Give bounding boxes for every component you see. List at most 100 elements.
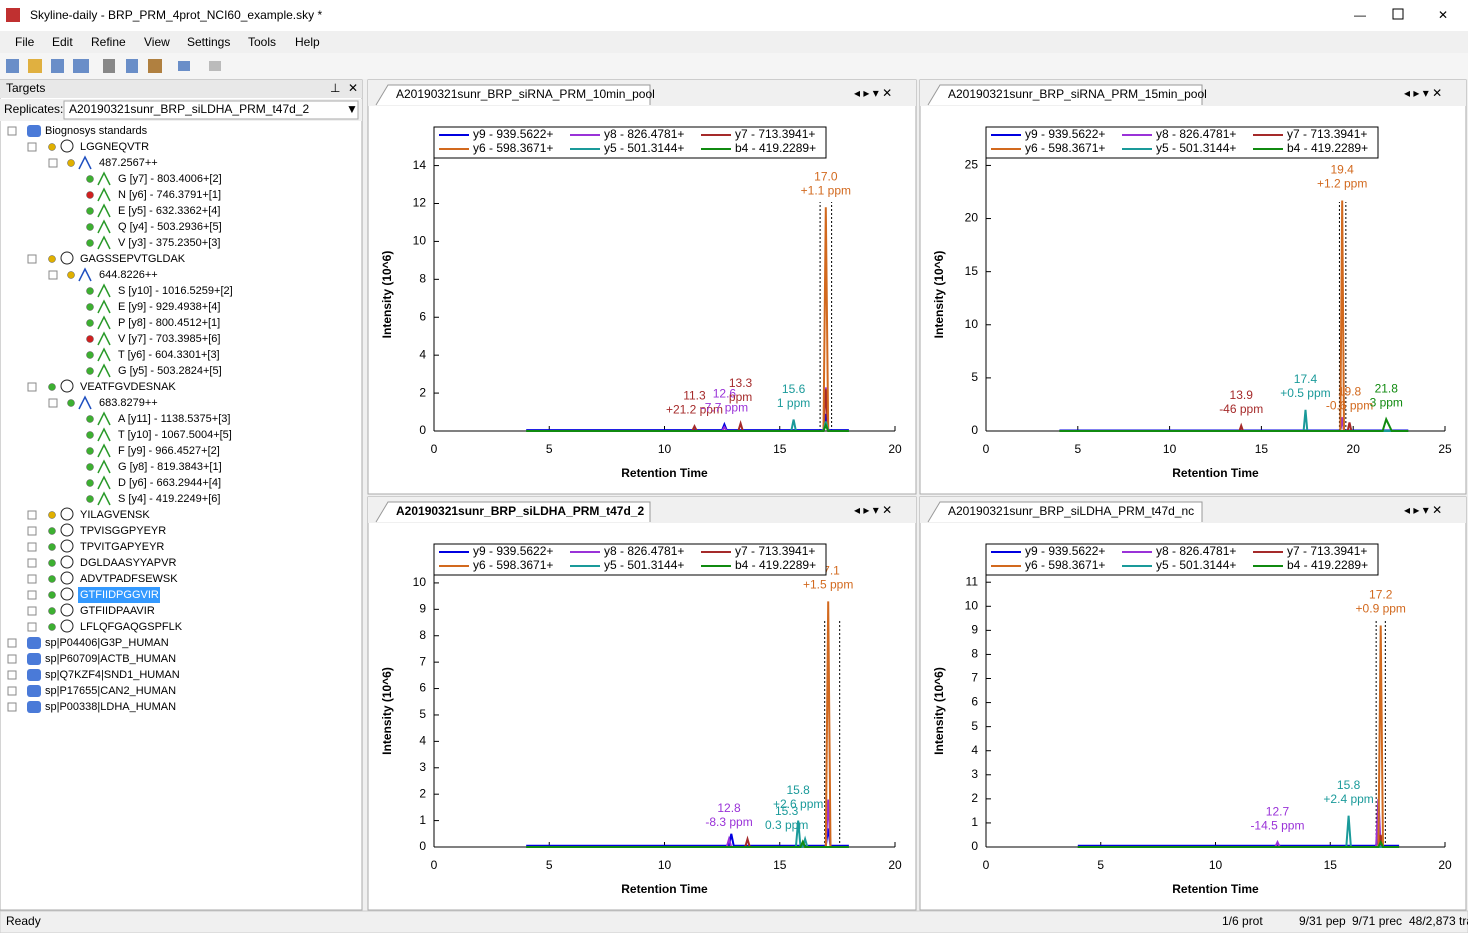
expander[interactable]: [27, 574, 37, 584]
tree-label[interactable]: VEATFGVDESNAK: [80, 381, 176, 393]
tree-label[interactable]: G [y8] - 819.3843+[1]: [118, 461, 222, 473]
menu-item[interactable]: Help: [295, 35, 320, 49]
tree-label[interactable]: E [y5] - 632.3362+[4]: [118, 205, 220, 217]
menu-item[interactable]: Settings: [187, 35, 230, 49]
tree-label[interactable]: P [y8] - 800.4512+[1]: [118, 317, 220, 329]
legend-label[interactable]: y8 - 826.4781+: [1156, 127, 1236, 141]
expander[interactable]: [48, 270, 58, 280]
legend-label[interactable]: y9 - 939.5622+: [1025, 544, 1105, 558]
legend-label[interactable]: y9 - 939.5622+: [473, 127, 553, 141]
tree-label[interactable]: DGLDAASYYAPVR: [80, 557, 176, 569]
expander[interactable]: [27, 622, 37, 632]
tab[interactable]: [927, 84, 1203, 106]
legend-label[interactable]: y8 - 826.4781+: [604, 544, 684, 558]
tab[interactable]: [927, 501, 1203, 523]
legend-label[interactable]: y7 - 713.3941+: [735, 544, 815, 558]
expander[interactable]: [27, 542, 37, 552]
expander[interactable]: [7, 686, 17, 696]
tree-label[interactable]: GTFIIDPGGVIR: [80, 589, 159, 601]
legend-label[interactable]: y5 - 501.3144+: [1156, 558, 1236, 572]
tree-label[interactable]: sp|P00338|LDHA_HUMAN: [45, 701, 176, 713]
menu-item[interactable]: Tools: [248, 35, 276, 49]
close[interactable]: ✕: [1438, 8, 1448, 22]
tree-label[interactable]: TPVISGGPYEYR: [80, 525, 166, 537]
tree-label[interactable]: GTFIIDPAAVIR: [80, 605, 155, 617]
expander[interactable]: [7, 670, 17, 680]
expander[interactable]: [48, 158, 58, 168]
expander[interactable]: [27, 510, 37, 520]
tool-icon[interactable]: [6, 59, 19, 73]
expander[interactable]: [7, 638, 17, 648]
legend-label[interactable]: b4 - 419.2289+: [1287, 558, 1368, 572]
tree-label[interactable]: Q [y4] - 503.2936+[5]: [118, 221, 222, 233]
tool-icon[interactable]: [28, 59, 42, 73]
tree-label[interactable]: sp|P04406|G3P_HUMAN: [45, 637, 169, 649]
legend-label[interactable]: y5 - 501.3144+: [604, 558, 684, 572]
tree-label[interactable]: 644.8226++: [99, 269, 158, 281]
panel-close[interactable]: ✕: [348, 81, 358, 95]
legend-label[interactable]: y7 - 713.3941+: [735, 127, 815, 141]
legend-label[interactable]: b4 - 419.2289+: [735, 558, 816, 572]
tool-icon[interactable]: [51, 59, 64, 73]
expander[interactable]: [27, 382, 37, 392]
tree-label[interactable]: LFLQFGAQGSPFLK: [80, 621, 183, 633]
tree-label[interactable]: TPVITGAPYEYR: [80, 541, 164, 553]
tree-label[interactable]: V [y7] - 703.3985+[6]: [118, 333, 220, 345]
tree-label[interactable]: T [y10] - 1067.5004+[5]: [118, 429, 232, 441]
tab-controls[interactable]: ◂ ▸ ▾ ✕: [854, 503, 892, 517]
tool-icon[interactable]: [103, 59, 115, 73]
minimize[interactable]: —: [1354, 8, 1366, 22]
legend-label[interactable]: y5 - 501.3144+: [1156, 141, 1236, 155]
expander[interactable]: [27, 590, 37, 600]
legend-label[interactable]: y6 - 598.3671+: [1025, 558, 1105, 572]
tool-icon[interactable]: [178, 61, 190, 71]
tree-label[interactable]: S [y10] - 1016.5259+[2]: [118, 285, 233, 297]
legend-label[interactable]: y9 - 939.5622+: [473, 544, 553, 558]
tree-label[interactable]: F [y9] - 966.4527+[2]: [118, 445, 220, 457]
tab-controls[interactable]: ◂ ▸ ▾ ✕: [1404, 503, 1442, 517]
expander[interactable]: [27, 254, 37, 264]
tree-label[interactable]: N [y6] - 746.3791+[1]: [118, 189, 221, 201]
tool-icon[interactable]: [126, 59, 138, 73]
legend-label[interactable]: y9 - 939.5622+: [1025, 127, 1105, 141]
tree-label[interactable]: G [y7] - 803.4006+[2]: [118, 173, 222, 185]
tree-label[interactable]: sp|P17655|CAN2_HUMAN: [45, 685, 176, 697]
legend-label[interactable]: b4 - 419.2289+: [1287, 141, 1368, 155]
tree-label[interactable]: sp|Q7KZF4|SND1_HUMAN: [45, 669, 180, 681]
menu-item[interactable]: Edit: [52, 35, 73, 49]
legend-label[interactable]: y7 - 713.3941+: [1287, 127, 1367, 141]
menu-item[interactable]: File: [15, 35, 35, 49]
tree-label[interactable]: GAGSSEPVTGLDAK: [80, 253, 186, 265]
tree-label[interactable]: E [y9] - 929.4938+[4]: [118, 301, 220, 313]
expander[interactable]: [27, 142, 37, 152]
tree-label[interactable]: A [y11] - 1138.5375+[3]: [118, 413, 230, 425]
tree-label[interactable]: G [y5] - 503.2824+[5]: [118, 365, 222, 377]
legend-label[interactable]: y8 - 826.4781+: [604, 127, 684, 141]
legend-label[interactable]: b4 - 419.2289+: [735, 141, 816, 155]
legend-label[interactable]: y6 - 598.3671+: [1025, 141, 1105, 155]
menu-item[interactable]: Refine: [91, 35, 126, 49]
tree-label[interactable]: 487.2567++: [99, 157, 158, 169]
replicate-select[interactable]: [63, 100, 359, 120]
legend-label[interactable]: y7 - 713.3941+: [1287, 544, 1367, 558]
expander[interactable]: [7, 702, 17, 712]
tree-label[interactable]: LGGNEQVTR: [80, 141, 149, 153]
tool-icon[interactable]: [148, 59, 162, 73]
tree-label[interactable]: ADVTPADFSEWSK: [80, 573, 178, 585]
tree-label[interactable]: 683.8279++: [99, 397, 158, 409]
tree-label[interactable]: V [y3] - 375.2350+[3]: [118, 237, 220, 249]
legend-label[interactable]: y8 - 826.4781+: [1156, 544, 1236, 558]
menu-item[interactable]: View: [144, 35, 170, 49]
tool-icon[interactable]: [73, 59, 89, 73]
expander[interactable]: [27, 558, 37, 568]
expander[interactable]: [48, 398, 58, 408]
expander[interactable]: [7, 654, 17, 664]
legend-label[interactable]: y6 - 598.3671+: [473, 141, 553, 155]
tree-label[interactable]: YILAGVENSK: [80, 509, 150, 521]
expander[interactable]: [27, 526, 37, 536]
tree-label[interactable]: Biognosys standards: [45, 125, 148, 137]
tab[interactable]: [375, 501, 651, 523]
tree-label[interactable]: S [y4] - 419.2249+[6]: [118, 493, 220, 505]
tab-controls[interactable]: ◂ ▸ ▾ ✕: [1404, 86, 1442, 100]
legend-label[interactable]: y6 - 598.3671+: [473, 558, 553, 572]
